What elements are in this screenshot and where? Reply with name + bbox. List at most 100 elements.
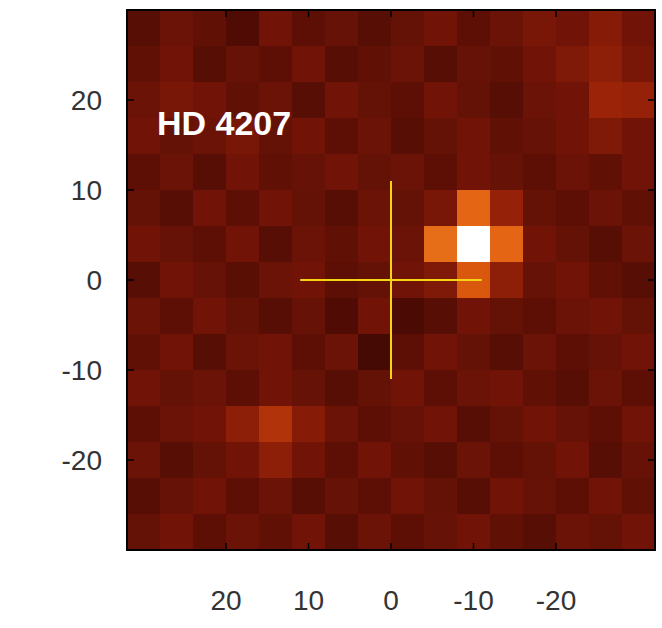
cell [259,10,293,47]
cell [490,262,524,299]
cell [490,226,524,263]
cell [193,46,227,83]
cell [292,370,326,407]
cell [556,370,590,407]
cell [160,514,194,550]
cell [259,190,293,227]
y-tick-label: 0 [86,265,102,296]
cell [457,154,491,191]
cell [556,334,590,371]
y-tick-label: 10 [71,175,102,206]
x-tick [473,543,475,550]
cell [292,82,326,119]
cell [259,298,293,335]
y-tick [127,459,134,461]
cell [127,514,161,550]
cell [556,262,590,299]
x-tick-label: 10 [293,585,324,616]
cell [358,226,392,263]
y-tick-right [648,279,655,281]
cell [358,334,392,371]
cell [391,406,425,443]
cell [358,406,392,443]
cell [622,334,655,371]
x-tick-label: 20 [210,585,241,616]
cell [391,118,425,155]
cell [523,478,557,515]
cell [391,370,425,407]
cell [622,406,655,443]
cell [424,118,458,155]
cell [490,82,524,119]
cell [292,118,326,155]
cell [391,298,425,335]
cell [292,190,326,227]
cell [358,118,392,155]
cell [490,334,524,371]
cell [292,442,326,479]
cell [292,478,326,515]
cell [622,190,655,227]
cell [226,262,260,299]
cell [556,10,590,47]
cell [622,82,655,119]
cell [589,442,623,479]
cell [358,46,392,83]
cell [127,334,161,371]
cell [358,514,392,550]
title: HD 4207 [157,104,291,142]
cell [457,118,491,155]
y-tick [127,279,134,281]
x-tick-top [473,10,475,17]
cell [259,442,293,479]
cell [523,154,557,191]
cell [325,370,359,407]
cell [259,262,293,299]
cell [457,370,491,407]
cell [490,10,524,47]
cell [391,442,425,479]
cell [523,442,557,479]
cell [358,478,392,515]
cell [292,334,326,371]
cell [391,154,425,191]
cell [259,406,293,443]
cell [523,190,557,227]
cell [523,226,557,263]
cell [325,82,359,119]
cell [160,46,194,83]
cell [424,370,458,407]
cell [490,514,524,550]
cell [127,154,161,191]
cell [589,46,623,83]
cell [424,82,458,119]
cell [193,226,227,263]
cell [259,226,293,263]
x-tick-top [390,10,392,17]
star-marker [300,181,482,379]
cell [160,190,194,227]
cell [391,514,425,550]
y-tick-right [648,99,655,101]
cell [226,190,260,227]
cell [490,154,524,191]
cell [457,514,491,550]
cell [457,442,491,479]
cell [127,478,161,515]
star-cross-vertical [390,181,392,379]
cell [160,334,194,371]
cell [226,46,260,83]
cell [523,118,557,155]
cell [226,478,260,515]
cell [490,118,524,155]
cell [391,46,425,83]
cells [127,10,655,550]
cell [358,82,392,119]
cell [523,46,557,83]
cell [490,406,524,443]
cell [292,46,326,83]
cell [358,370,392,407]
cell [358,190,392,227]
cell [226,370,260,407]
cell [424,442,458,479]
